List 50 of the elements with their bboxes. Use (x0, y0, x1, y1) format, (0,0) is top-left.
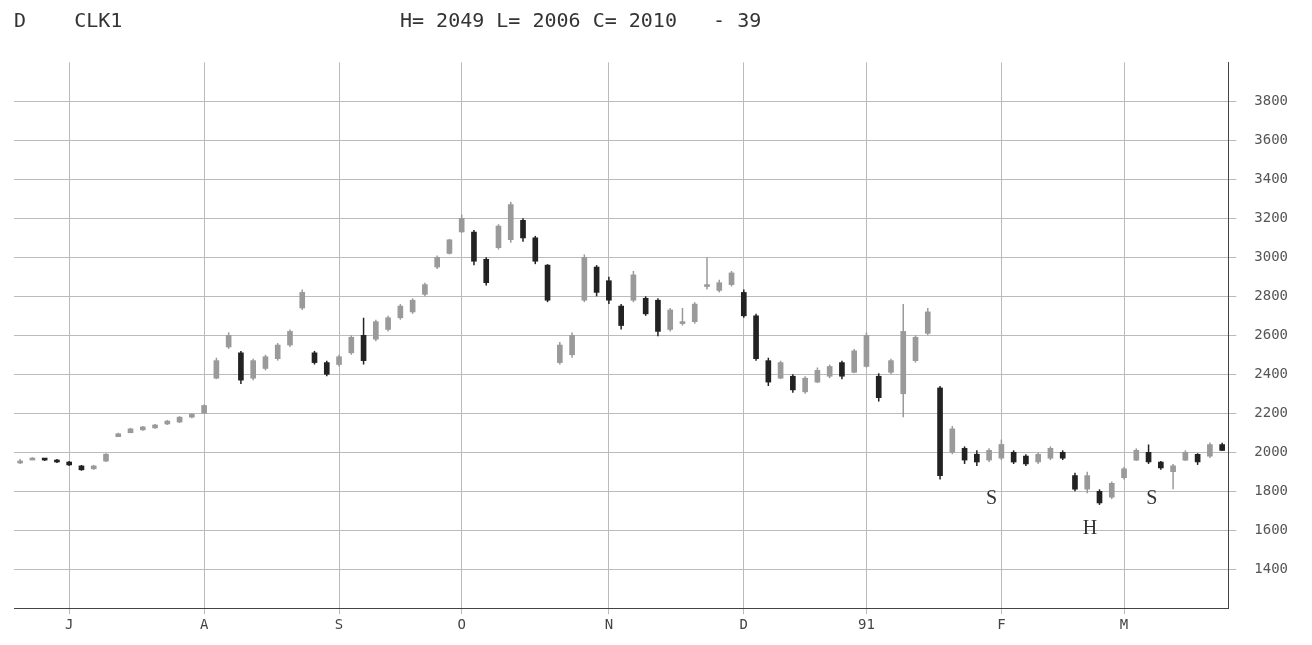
candlestick (618, 303, 624, 331)
candlestick (790, 373, 796, 394)
candlestick (520, 217, 526, 243)
candlestick (569, 331, 575, 359)
y-tick-label: 2200 (1254, 403, 1288, 420)
candlestick (839, 359, 845, 380)
candlestick (458, 213, 465, 234)
x-tick-label: D (739, 616, 749, 633)
y-tick-label: 3600 (1254, 131, 1288, 148)
candlestick (704, 256, 710, 291)
y-tick-label: 1400 (1254, 559, 1288, 576)
x-tick-label: M (1119, 616, 1129, 633)
x-tick-label: O (457, 616, 466, 633)
chart-title: D CLK1 (14, 8, 123, 32)
annotation: S (985, 486, 998, 509)
y-tick-label: 3200 (1254, 208, 1288, 225)
x-tick-label: 91 (858, 616, 875, 633)
candlestick (924, 307, 931, 337)
candlestick (299, 288, 306, 311)
x-tick-label: N (604, 616, 614, 633)
y-tick-label: 2400 (1254, 364, 1288, 381)
y-tick-label: 2000 (1254, 442, 1288, 459)
x-tick-label: F (997, 616, 1006, 633)
y-tick-label: 1800 (1254, 481, 1288, 498)
x-tick-label: A (199, 616, 209, 633)
y-tick-label: 3000 (1254, 247, 1288, 264)
candlestick (373, 318, 379, 342)
candlestick (250, 357, 257, 381)
y-tick-label: 3800 (1254, 92, 1288, 109)
candlestick (765, 356, 772, 387)
x-tick-label: S (334, 616, 344, 633)
candlestick (606, 276, 612, 305)
candlestick (1072, 471, 1078, 492)
y-tick-label: 2600 (1254, 325, 1288, 342)
candlestick (667, 307, 674, 333)
x-tick-label: J (64, 616, 74, 633)
y-tick-label: 1600 (1254, 520, 1288, 537)
candlestick (851, 348, 858, 375)
annotation: S (1146, 486, 1158, 509)
y-tick-label: 3400 (1254, 170, 1288, 186)
candlestick (691, 301, 698, 325)
y-tick-label: 2800 (1254, 286, 1288, 303)
candlestick (348, 334, 355, 356)
candlestick (1084, 471, 1091, 494)
chart-subtitle: H= 2049 L= 2006 C= 2010 - 39 (400, 8, 762, 32)
candlestick (1170, 463, 1176, 491)
candlestick (642, 295, 649, 317)
candlestick (556, 341, 563, 366)
candlestick (875, 372, 882, 403)
annotation: H (1082, 516, 1098, 539)
